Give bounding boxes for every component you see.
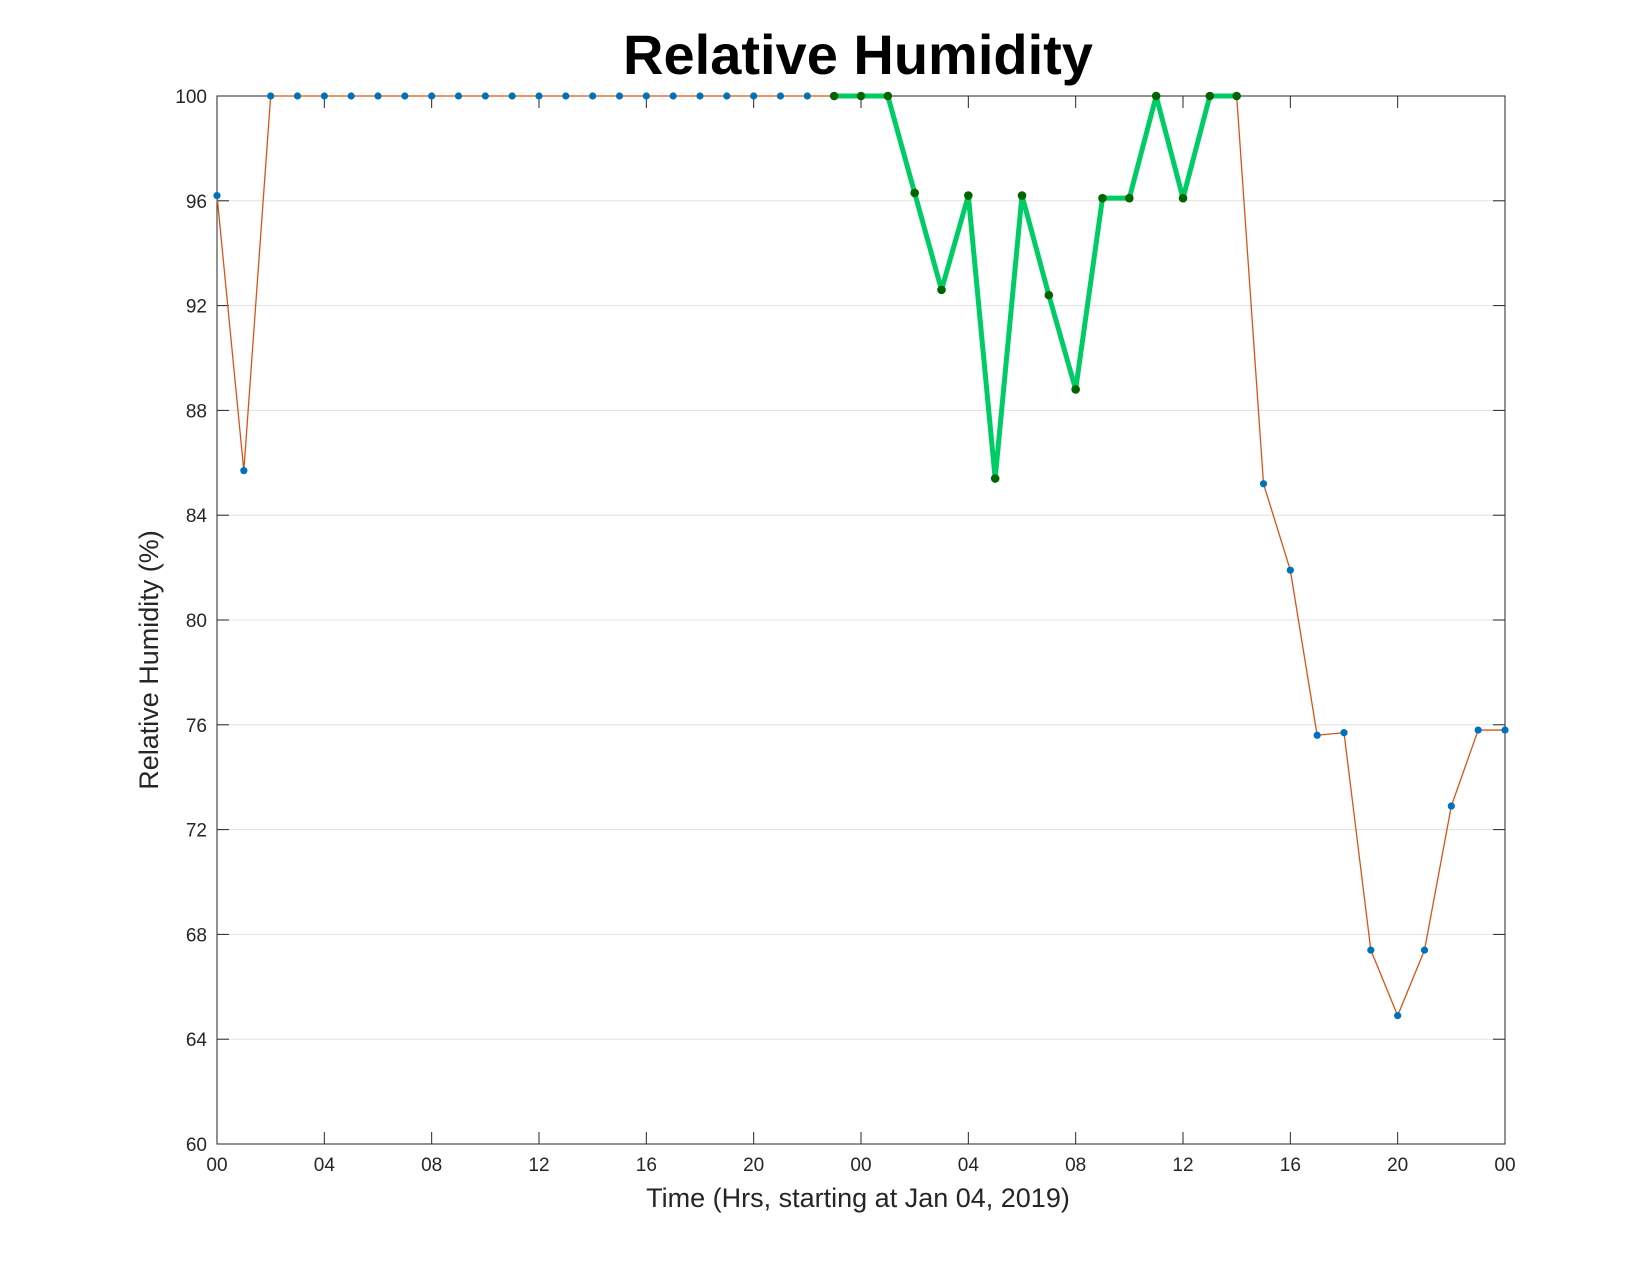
grid-lines (217, 200, 1505, 1040)
highlighted-data-point (1151, 91, 1161, 101)
highlighted-segment-line (834, 93, 1237, 482)
x-tick-label: 20 (743, 1155, 764, 1176)
y-tick-label: 84 (186, 506, 208, 527)
data-point (481, 92, 489, 100)
y-tick-label: 88 (186, 401, 207, 422)
highlighted-data-point (829, 91, 839, 101)
highlighted-data-point (1044, 290, 1054, 300)
data-point (776, 92, 785, 100)
data-point (1420, 946, 1429, 954)
data-point (1447, 802, 1455, 810)
x-tick-label: 16 (1280, 1155, 1301, 1176)
data-point (347, 92, 355, 100)
data-point (1259, 480, 1268, 488)
highlighted-data-point (856, 91, 866, 101)
chart-title: Relative Humidity (623, 23, 1093, 86)
data-point (1474, 726, 1482, 734)
data-point (589, 92, 597, 100)
x-tick-label: 00 (206, 1155, 227, 1176)
highlighted-data-point (883, 91, 893, 101)
data-point (615, 92, 624, 100)
humidity-line (216, 95, 1505, 1017)
y-tick-label: 92 (186, 297, 207, 318)
data-point (1313, 731, 1321, 739)
x-tick-label: 12 (528, 1155, 549, 1176)
x-tick-label: 20 (1387, 1155, 1408, 1176)
x-tick-label: 04 (958, 1155, 980, 1176)
data-point (508, 92, 516, 100)
data-point (562, 92, 570, 100)
highlighted-data-point (1205, 91, 1215, 101)
highlighted-data-point (964, 191, 973, 200)
data-point (374, 92, 382, 100)
highlighted-data-point (1125, 193, 1134, 203)
data-point (750, 92, 758, 100)
y-axis-label: Relative Humidity (%) (134, 530, 164, 790)
x-tick-label: 08 (1065, 1155, 1086, 1176)
highlighted-data-point (1017, 191, 1027, 200)
x-tick-label: 00 (850, 1155, 871, 1176)
data-point (803, 92, 811, 100)
data-point (669, 92, 677, 100)
highlighted-data-point (1071, 385, 1080, 394)
x-tick-label: 04 (314, 1155, 336, 1176)
data-point (240, 467, 248, 475)
data-point (454, 92, 463, 100)
marker-layer (213, 91, 1509, 1020)
y-tick-label: 72 (186, 821, 207, 842)
y-tick-label: 100 (175, 87, 207, 108)
data-point (428, 92, 436, 100)
y-tick-label: 68 (186, 925, 207, 946)
highlighted-data-point (1178, 193, 1188, 203)
highlighted-data-point (937, 285, 946, 295)
y-tick-label: 76 (186, 716, 207, 737)
highlighted-data-point (910, 188, 919, 198)
data-point (642, 92, 650, 100)
highlighted-data-point (990, 474, 1000, 483)
data-point (696, 92, 704, 100)
data-point (1367, 946, 1375, 954)
data-point (213, 191, 221, 200)
data-point (401, 92, 409, 100)
y-tick-label: 80 (186, 611, 207, 632)
x-tick-label: 00 (1494, 1155, 1515, 1176)
x-tick-label: 12 (1172, 1155, 1193, 1176)
data-point (535, 92, 543, 100)
y-tick-label: 64 (186, 1030, 208, 1051)
y-tick-label: 96 (186, 192, 207, 213)
data-point (320, 92, 328, 100)
data-point (267, 92, 275, 100)
x-tick-label: 16 (636, 1155, 657, 1176)
tick-labels: 60 64 68 72 76 80 84 88 92 96 100 00 04 08 12 16 20 00 04 0… (175, 87, 1515, 1176)
data-point (1501, 726, 1509, 734)
highlighted-data-point (1232, 91, 1241, 101)
data-point (293, 92, 302, 100)
data-point (723, 92, 731, 100)
x-tick-label: 08 (421, 1155, 442, 1176)
data-point (1394, 1012, 1402, 1020)
tick-marks (216, 95, 1506, 1145)
data-point (1340, 729, 1348, 737)
data-point (1286, 566, 1294, 574)
series-layer (216, 93, 1505, 1017)
y-tick-label: 60 (186, 1135, 207, 1156)
x-axis-label: Time (Hrs, starting at Jan 04, 2019) (646, 1183, 1070, 1213)
highlighted-data-point (1098, 193, 1107, 203)
